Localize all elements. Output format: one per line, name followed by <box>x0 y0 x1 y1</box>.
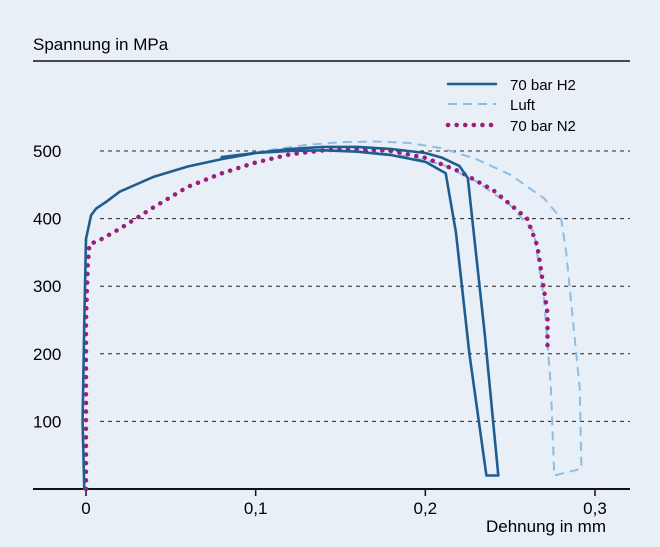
legend-label-n2: 70 bar N2 <box>510 118 576 135</box>
series-line-70-bar-n2 <box>83 146 550 492</box>
y-tick-label: 200 <box>33 345 61 364</box>
y-tick-label: 500 <box>33 142 61 161</box>
x-tick-label: 0 <box>81 499 90 518</box>
x-tick-labels: 0 0,1 0,2 0,3 <box>81 489 607 518</box>
y-tick-labels: 100 200 300 400 500 <box>33 142 61 431</box>
y-axis-title: Spannung in MPa <box>33 35 169 54</box>
y-tick-label: 400 <box>33 210 61 229</box>
series-line-70-bar-h2 <box>81 145 500 491</box>
data-series <box>81 140 583 492</box>
gridlines <box>100 150 630 422</box>
y-tick-label: 100 <box>33 412 61 431</box>
legend: 70 bar H2 Luft 70 bar N2 <box>445 77 576 135</box>
x-axis-title: Dehnung in mm <box>486 517 606 536</box>
legend-label-luft: Luft <box>510 97 536 114</box>
y-tick-label: 300 <box>33 277 61 296</box>
x-tick-label: 0,1 <box>244 499 268 518</box>
x-tick-label: 0,3 <box>583 499 607 518</box>
legend-label-h2: 70 bar H2 <box>510 77 576 94</box>
series-line-luft <box>238 140 583 477</box>
x-tick-label: 0,2 <box>414 499 438 518</box>
